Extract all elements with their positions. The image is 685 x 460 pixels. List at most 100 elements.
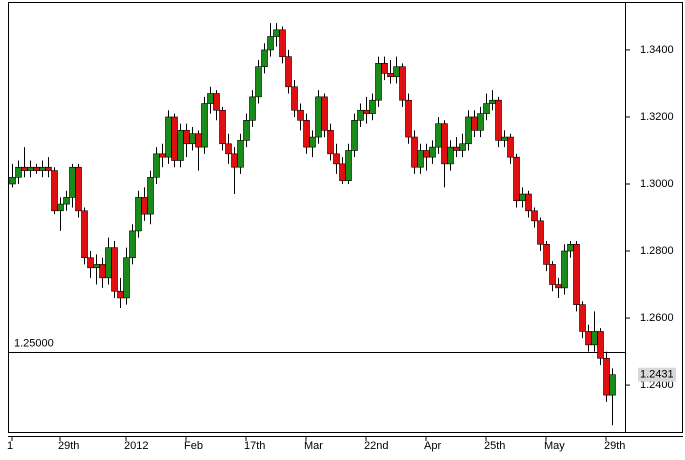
- candle-body: [519, 193, 526, 202]
- x-tick-label: 22nd: [364, 440, 388, 452]
- candle-body: [75, 166, 82, 212]
- candle-body: [45, 166, 52, 171]
- candle-body: [609, 374, 616, 396]
- candle-body: [345, 150, 352, 181]
- candle-body: [81, 210, 88, 259]
- candle-body: [339, 163, 346, 181]
- candle-body: [87, 257, 94, 269]
- candle-body: [435, 123, 442, 148]
- candle-body: [531, 210, 538, 222]
- x-tick-label: 29th: [604, 440, 625, 452]
- x-tick-label: Feb: [184, 440, 203, 452]
- candle-body: [507, 136, 514, 158]
- candle-body: [21, 166, 28, 171]
- candle-body: [423, 150, 430, 158]
- candle-body: [327, 130, 334, 155]
- candle-body: [387, 73, 394, 78]
- candle-body: [147, 176, 154, 215]
- last-price-label: 1.2431: [640, 369, 674, 381]
- y-tick-label: 1.3200: [640, 111, 674, 123]
- candle-body: [441, 123, 448, 165]
- candle-body: [315, 96, 322, 138]
- x-tick-label: May: [544, 440, 565, 452]
- x-tick-label: 17th: [244, 440, 265, 452]
- candle-body: [393, 66, 400, 78]
- candle-body: [15, 166, 22, 178]
- candle-body: [567, 244, 574, 252]
- candle-body: [51, 170, 58, 212]
- candle-body: [411, 136, 418, 168]
- candle-body: [549, 264, 556, 285]
- y-tick-label: 1.3000: [640, 178, 674, 190]
- y-tick-label: 1.2400: [640, 379, 674, 391]
- candle-body: [273, 29, 280, 37]
- candle-body: [483, 103, 490, 114]
- candle-body: [69, 166, 76, 198]
- candle-body: [453, 146, 460, 151]
- candle-body: [243, 120, 250, 141]
- candle-body: [105, 247, 112, 279]
- candle-body: [129, 230, 136, 259]
- candle-body: [309, 136, 316, 148]
- candle-body: [111, 247, 118, 292]
- candle-body: [381, 63, 388, 74]
- candle-body: [351, 120, 358, 151]
- candle-body: [27, 166, 34, 171]
- candle-body: [255, 66, 262, 98]
- candle-body: [477, 113, 484, 131]
- x-tick-label: 2012: [124, 440, 148, 452]
- candle-body: [447, 146, 454, 165]
- candle-body: [375, 63, 382, 101]
- candle-body: [543, 244, 550, 265]
- x-tick-label: Mar: [304, 440, 323, 452]
- candle-body: [537, 220, 544, 245]
- candle-body: [495, 99, 502, 141]
- candle-body: [63, 197, 70, 205]
- candle-body: [597, 331, 604, 359]
- candle-body: [123, 257, 130, 299]
- candle-body: [471, 116, 478, 131]
- candle-body: [261, 49, 268, 67]
- candle-body: [213, 93, 220, 111]
- y-tick-label: 1.2600: [640, 312, 674, 324]
- candle-body: [135, 197, 142, 232]
- candle-body: [57, 203, 64, 212]
- candle-body: [573, 244, 580, 305]
- x-tick-label: 29th: [58, 440, 79, 452]
- candle-body: [405, 99, 412, 138]
- candle-body: [417, 150, 424, 168]
- candle-body: [525, 193, 532, 212]
- candle-body: [207, 93, 214, 104]
- candle-body: [285, 56, 292, 88]
- candle-body: [579, 304, 586, 332]
- x-tick-label: Apr: [424, 440, 441, 452]
- candle-body: [465, 116, 472, 145]
- candle-body: [99, 264, 106, 279]
- candle-body: [489, 99, 496, 104]
- candle-body: [585, 331, 592, 346]
- candle-body: [459, 143, 466, 151]
- candle-body: [357, 109, 364, 121]
- candle-body: [177, 130, 184, 161]
- candle-body: [237, 140, 244, 168]
- candle-body: [267, 36, 274, 51]
- candle-body: [501, 136, 508, 141]
- candle-body: [513, 156, 520, 202]
- candle-body: [321, 96, 328, 131]
- x-tick-label: 25th: [484, 440, 505, 452]
- candle-body: [171, 116, 178, 161]
- candle-body: [9, 176, 16, 185]
- candle-body: [249, 96, 256, 121]
- y-tick-label: 1.2800: [640, 245, 674, 257]
- candle-body: [165, 116, 172, 158]
- candle-body: [33, 166, 40, 171]
- candle-body: [279, 29, 286, 57]
- candle-body: [183, 130, 190, 145]
- candle-body: [297, 109, 304, 121]
- candle-body: [195, 133, 202, 148]
- candle-body: [429, 146, 436, 158]
- horizontal-line-label: 1.25000: [14, 337, 54, 349]
- candle-body: [399, 66, 406, 101]
